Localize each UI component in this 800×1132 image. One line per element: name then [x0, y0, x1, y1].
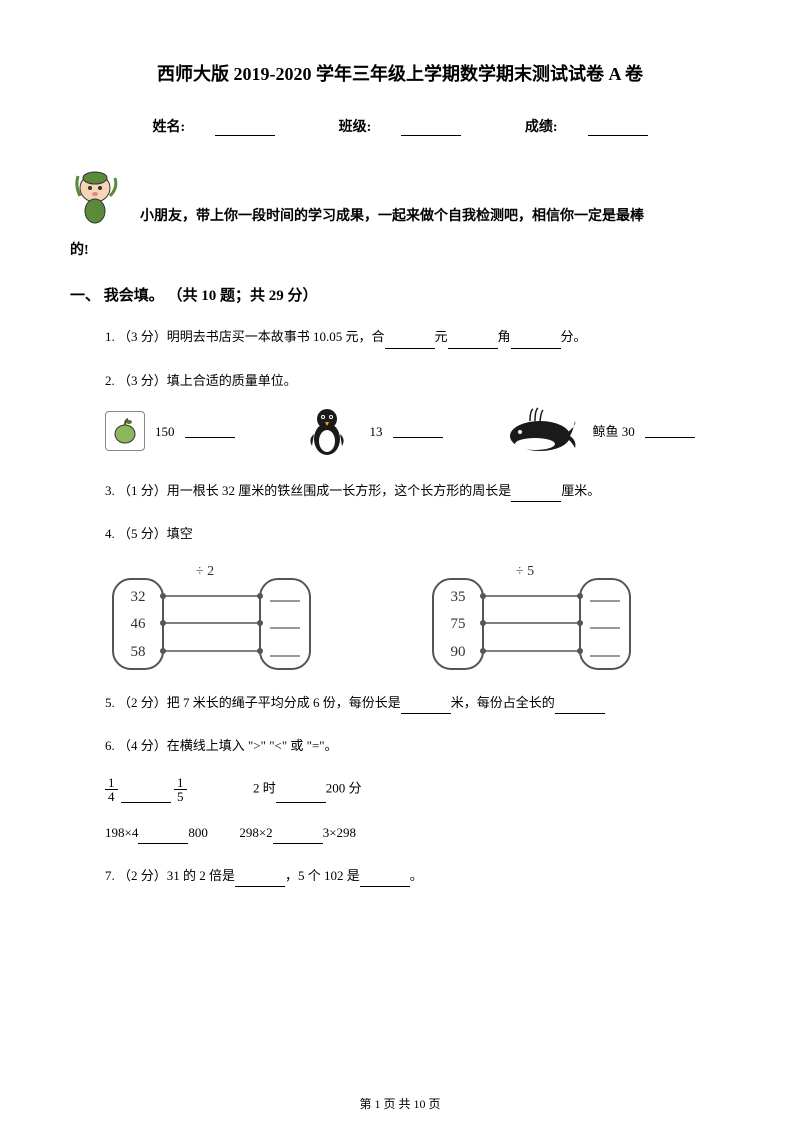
question-5: 5. （2 分）把 7 米长的绳子平均分成 6 份，每份长是米，每份占全长的: [105, 691, 730, 714]
score-label: 成绩:: [510, 120, 663, 135]
penguin-icon: [295, 404, 360, 459]
intro-text: 小朋友，带上你一段时间的学习成果，一起来做个自我检测吧，相信你一定是最棒: [140, 166, 730, 229]
apple-icon: [105, 411, 145, 451]
svg-text:58: 58: [131, 644, 146, 660]
diagram-right: ÷ 5 35 75 90: [425, 561, 625, 671]
page-footer: 第 1 页 共 10 页: [0, 1095, 800, 1112]
page-title: 西师大版 2019-2020 学年三年级上学期数学期末测试试卷 A 卷: [70, 60, 730, 86]
intro-end: 的!: [70, 239, 730, 259]
svg-text:32: 32: [131, 589, 146, 605]
diagram-left: ÷ 2 32 46 58: [105, 561, 305, 671]
question-6: 6. （4 分）在横线上填入 ">" "<" 或 "="。 14 15 2 时2…: [105, 734, 730, 844]
svg-text:35: 35: [451, 589, 466, 605]
fraction-1-5: 15: [174, 776, 187, 803]
svg-text:90: 90: [451, 644, 466, 660]
intro-section: 小朋友，带上你一段时间的学习成果，一起来做个自我检测吧，相信你一定是最棒: [70, 166, 730, 229]
svg-text:÷ 5: ÷ 5: [516, 564, 534, 579]
section-title: 一、 我会填。 （共 10 题；共 29 分）: [70, 284, 730, 305]
svg-text:÷ 2: ÷ 2: [196, 564, 214, 579]
mascot-icon: [70, 166, 125, 226]
class-label: 班级:: [324, 120, 477, 135]
question-3: 3. （1 分）用一根长 32 厘米的铁丝围成一长方形，这个长方形的周长是厘米。: [105, 479, 730, 502]
question-4: 4. （5 分）填空 ÷ 2 32 46 58: [105, 522, 730, 670]
whale-icon: [493, 406, 583, 456]
question-2: 2. （3 分）填上合适的质量单位。 150: [105, 369, 730, 459]
svg-text:75: 75: [451, 616, 466, 632]
question-7: 7. （2 分）31 的 2 倍是，5 个 102 是。: [105, 864, 730, 887]
info-row: 姓名: 班级: 成绩:: [70, 116, 730, 136]
fraction-1-4: 14: [105, 776, 118, 803]
svg-text:46: 46: [131, 616, 147, 632]
name-label: 姓名:: [137, 120, 290, 135]
question-1: 1. （3 分）明明去书店买一本故事书 10.05 元，合元角分。: [105, 325, 730, 348]
